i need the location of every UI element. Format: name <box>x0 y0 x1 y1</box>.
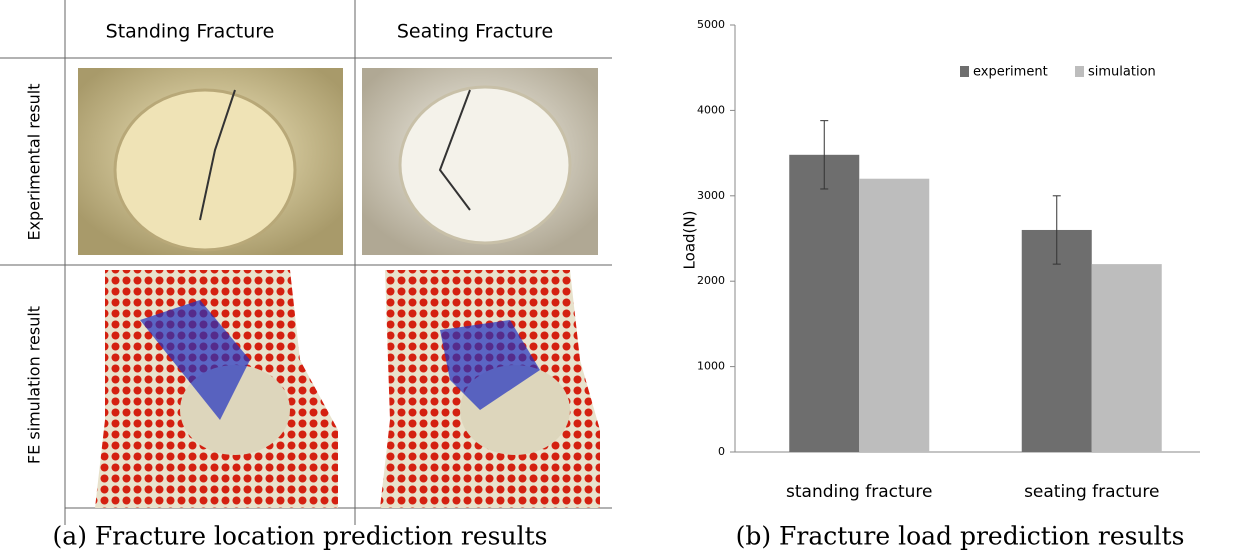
y-tick-label: 4000 <box>697 103 725 116</box>
y-tick-label: 2000 <box>697 274 725 287</box>
legend-swatch <box>960 66 969 77</box>
row-header: FE simulation result <box>25 306 44 464</box>
figure: Standing Fracture Seating Fracture Exper… <box>0 0 1235 557</box>
bar <box>1092 264 1162 452</box>
y-tick-label: 5000 <box>697 18 725 31</box>
experiment-photo <box>78 68 343 255</box>
simulation-render <box>95 270 338 508</box>
bar <box>859 179 929 452</box>
x-tick-label: standing fracture <box>786 482 932 502</box>
simulation-render <box>380 270 600 508</box>
y-tick-label: 0 <box>718 445 725 458</box>
row-header: Experimental result <box>25 83 44 240</box>
column-header: Seating Fracture <box>397 21 553 43</box>
y-axis-label: Load(N) <box>681 211 699 270</box>
caption: (b) Fracture load prediction results <box>736 522 1185 551</box>
legend-label: simulation <box>1088 65 1156 80</box>
experiment-photo <box>362 68 598 255</box>
bar <box>789 155 859 452</box>
y-tick-label: 1000 <box>697 360 725 373</box>
caption: (a) Fracture location prediction results <box>53 522 548 551</box>
x-tick-label: seating fracture <box>1024 482 1159 502</box>
legend-label: experiment <box>973 65 1048 80</box>
column-header: Standing Fracture <box>106 21 275 43</box>
legend-swatch <box>1075 66 1084 77</box>
y-tick-label: 3000 <box>697 189 725 202</box>
